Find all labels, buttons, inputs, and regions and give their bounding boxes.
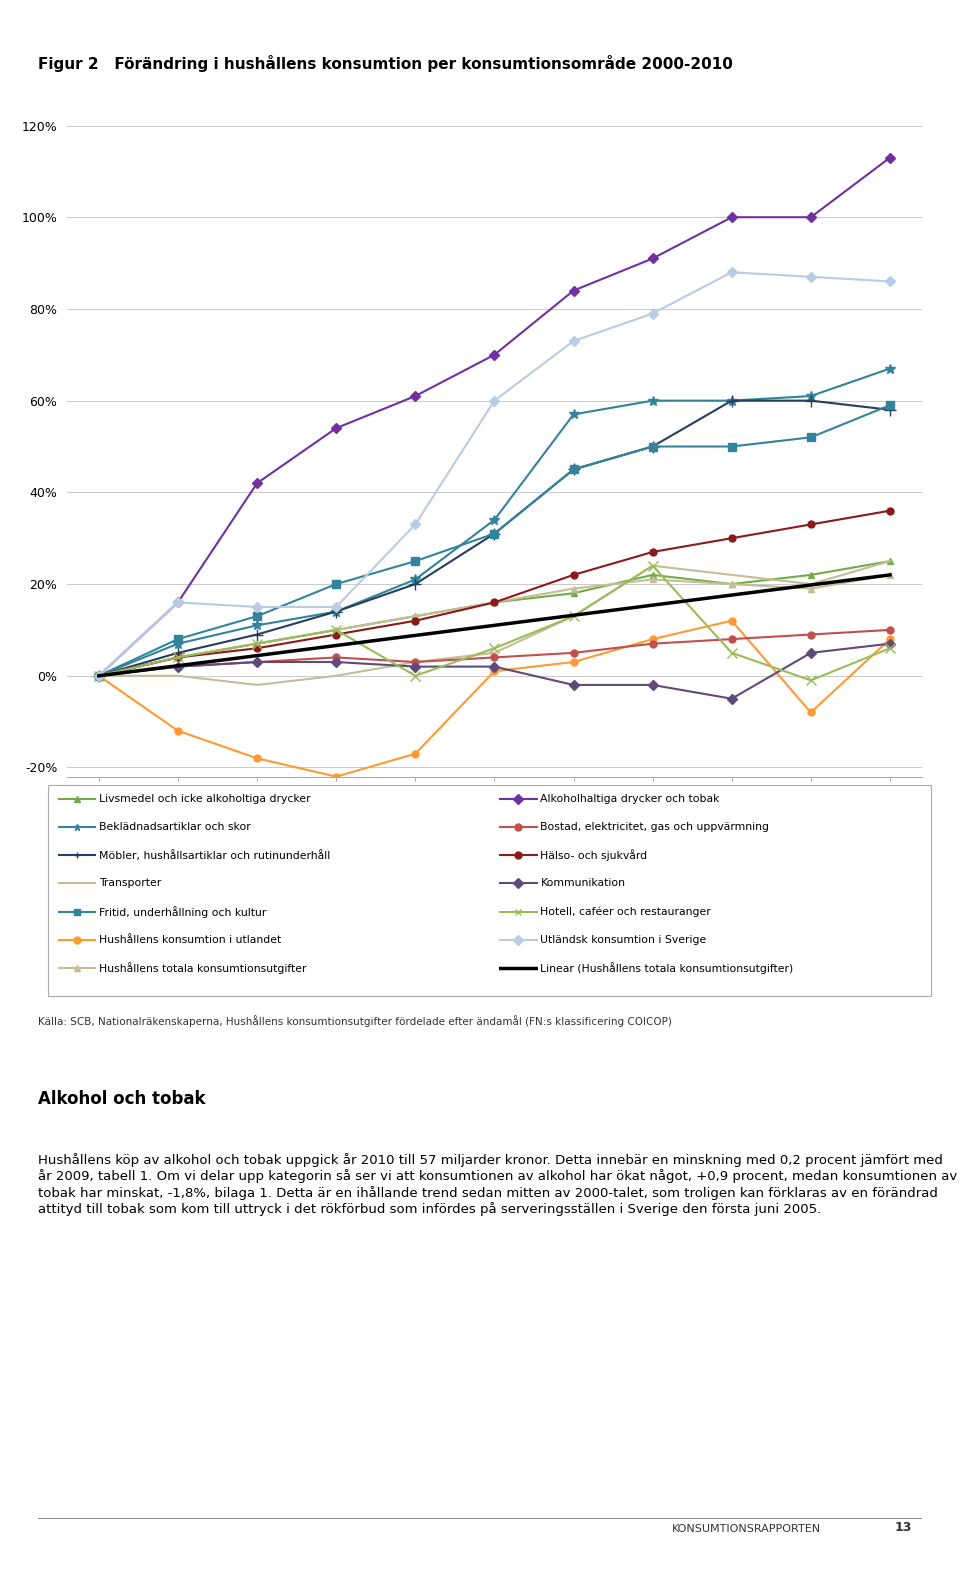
Text: Livsmedel och icke alkoholtiga drycker: Livsmedel och icke alkoholtiga drycker (99, 794, 310, 803)
Text: Alkohol och tobak: Alkohol och tobak (38, 1090, 205, 1108)
Text: Linear (Hushållens totala konsumtionsutgifter): Linear (Hushållens totala konsumtionsutg… (540, 962, 794, 974)
Text: Bostad, elektricitet, gas och uppvärmning: Bostad, elektricitet, gas och uppvärmnin… (540, 822, 770, 832)
Text: Hushållens totala konsumtionsutgifter: Hushållens totala konsumtionsutgifter (99, 962, 306, 974)
Text: Hushållens konsumtion i utlandet: Hushållens konsumtion i utlandet (99, 935, 281, 945)
Text: Transporter: Transporter (99, 879, 161, 888)
Text: Källa: SCB, Nationalräkenskaperna, Hushållens konsumtionsutgifter fördelade efte: Källa: SCB, Nationalräkenskaperna, Hushå… (38, 1015, 672, 1028)
Text: Kommunikation: Kommunikation (540, 879, 626, 888)
Text: Hushållens köp av alkohol och tobak uppgick år 2010 till 57 miljarder kronor. De: Hushållens köp av alkohol och tobak uppg… (38, 1153, 958, 1216)
Text: 13: 13 (895, 1522, 912, 1534)
Text: Möbler, hushållsartiklar och rutinunderhåll: Möbler, hushållsartiklar och rutinunderh… (99, 850, 330, 860)
Text: Hälso- och sjukvård: Hälso- och sjukvård (540, 849, 648, 861)
Text: Alkoholhaltiga drycker och tobak: Alkoholhaltiga drycker och tobak (540, 794, 720, 803)
Text: Figur 2   Förändring i hushållens konsumtion per konsumtionsområde 2000-2010: Figur 2 Förändring i hushållens konsumti… (38, 55, 733, 72)
Text: Hotell, caféer och restauranger: Hotell, caféer och restauranger (540, 907, 711, 916)
Text: KONSUMTIONSRAPPORTEN: KONSUMTIONSRAPPORTEN (672, 1525, 821, 1534)
Text: Beklädnadsartiklar och skor: Beklädnadsartiklar och skor (99, 822, 251, 832)
Text: Fritid, underhållning och kultur: Fritid, underhållning och kultur (99, 905, 266, 918)
Text: Utländsk konsumtion i Sverige: Utländsk konsumtion i Sverige (540, 935, 707, 945)
